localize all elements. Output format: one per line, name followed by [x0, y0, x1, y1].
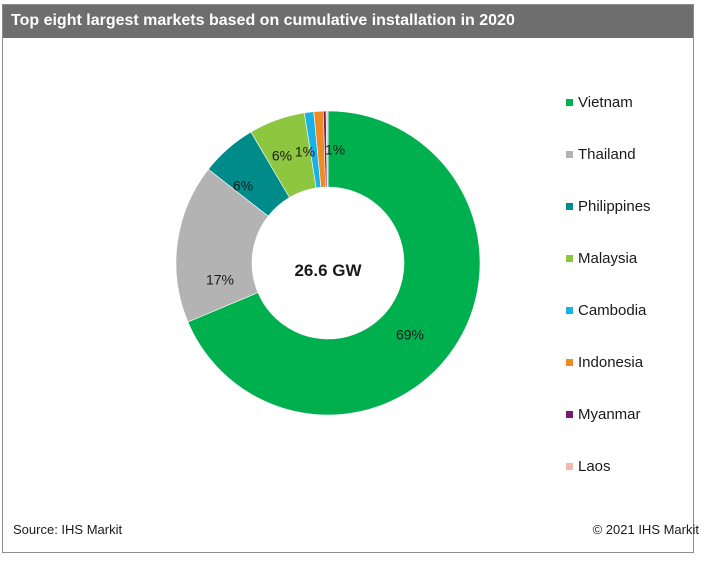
legend-swatch: [566, 150, 573, 158]
data-label-indonesia: 1%: [325, 142, 345, 158]
donut-data-labels: 69%17%6%6% 1% 1%: [206, 142, 424, 343]
legend-label: Thailand: [578, 145, 636, 163]
data-label-cambodia: 1%: [295, 144, 315, 160]
legend-item-cambodia: Cambodia: [566, 300, 646, 320]
legend-label: Indonesia: [578, 353, 644, 371]
legend-item-thailand: Thailand: [566, 144, 636, 164]
legend-label: Myanmar: [578, 405, 641, 423]
data-label-philippines: 6%: [233, 178, 253, 194]
legend-item-laos: Laos: [566, 456, 611, 476]
source-note: Source: IHS Markit: [13, 522, 123, 537]
legend-item-philippines: Philippines: [566, 196, 651, 216]
chart-title: Top eight largest markets based on cumul…: [11, 12, 515, 29]
legend-label: Malaysia: [578, 249, 638, 267]
legend-label: Laos: [578, 457, 611, 475]
data-label-thailand: 17%: [206, 272, 234, 288]
legend-swatch: [566, 462, 573, 470]
legend-swatch: [566, 410, 573, 418]
copyright-note: © 2021 IHS Markit: [592, 522, 699, 537]
donut-slices: [175, 110, 481, 416]
legend-label: Vietnam: [578, 93, 633, 111]
legend-item-malaysia: Malaysia: [566, 248, 637, 268]
legend-item-indonesia: Indonesia: [566, 352, 643, 372]
slice-vietnam: [187, 110, 481, 416]
legend-swatch: [566, 254, 573, 262]
data-label-malaysia: 6%: [272, 148, 292, 164]
slice-laos: [325, 110, 329, 188]
legend-label: Philippines: [578, 197, 651, 215]
title-bar: Top eight largest markets based on cumul…: [3, 5, 693, 38]
legend-label: Cambodia: [578, 301, 647, 319]
chart-frame: Top eight largest markets based on cumul…: [2, 4, 694, 553]
legend-item-myanmar: Myanmar: [566, 404, 641, 424]
data-label-vietnam: 69%: [396, 327, 424, 343]
legend-swatch: [566, 98, 573, 106]
legend-swatch: [566, 358, 573, 366]
legend-item-vietnam: Vietnam: [566, 92, 633, 112]
donut-center-label: 26.6 GW: [294, 261, 362, 280]
legend-swatch: [566, 202, 573, 210]
legend-swatch: [566, 306, 573, 314]
